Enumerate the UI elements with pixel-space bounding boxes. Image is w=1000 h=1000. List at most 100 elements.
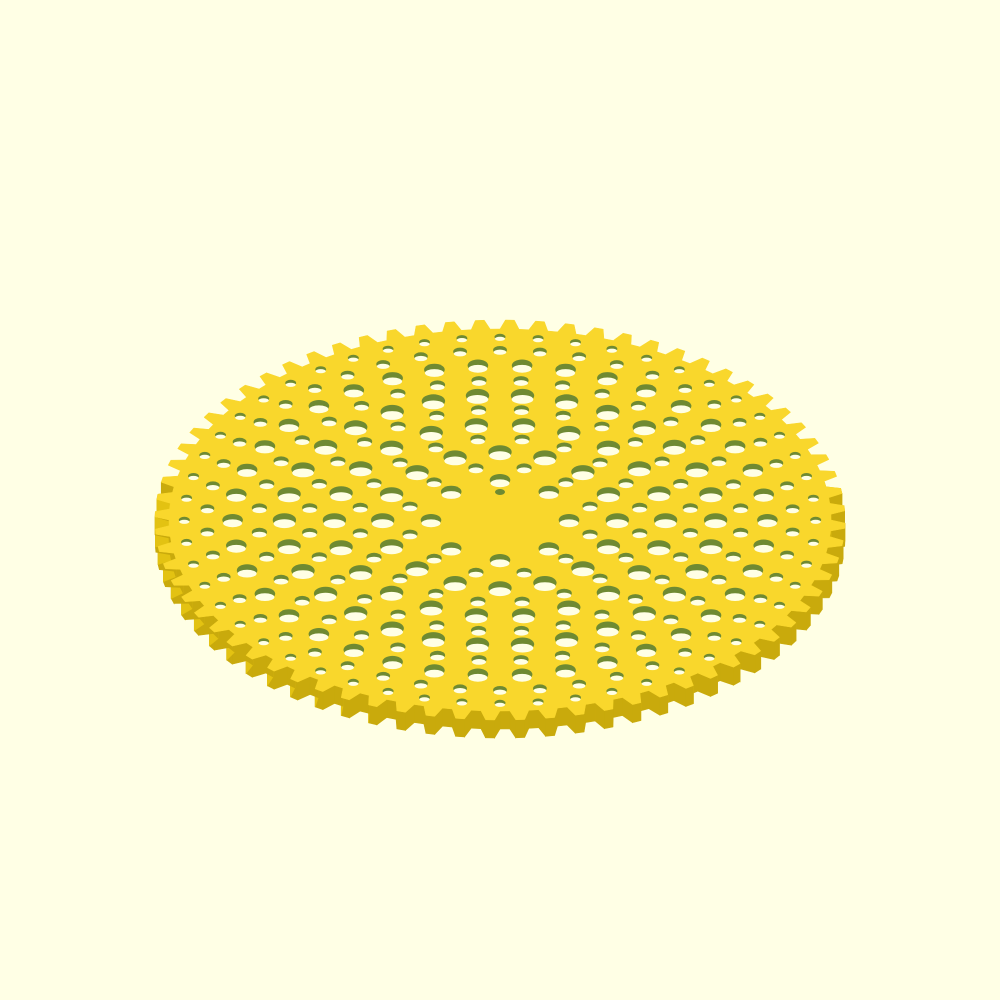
gear-hole-through xyxy=(237,569,257,578)
gear-hole-through xyxy=(279,403,293,409)
gear-side-segment xyxy=(557,706,568,727)
gear-hole-through xyxy=(420,432,443,441)
gear-hole-through xyxy=(619,556,633,563)
gear-hole-through xyxy=(322,618,337,625)
gear-hole-through xyxy=(594,613,609,620)
gear-hole-through xyxy=(472,380,486,386)
gear-hole-through xyxy=(780,554,794,560)
gear-hole-through xyxy=(233,441,246,447)
gear-side-segment xyxy=(470,709,482,729)
gear-hole-through xyxy=(330,578,345,585)
gear-hole-through xyxy=(422,400,445,410)
gear-hole-through xyxy=(610,363,624,369)
gear-hole-through xyxy=(557,592,572,599)
gear-hole-through xyxy=(403,505,417,512)
gear-hole-through xyxy=(414,355,428,362)
gear-hole-through xyxy=(711,578,726,585)
gear-hole-through xyxy=(557,446,572,453)
gear-hole-through xyxy=(344,649,364,657)
gear-hole-through xyxy=(406,567,428,577)
gear-hole-through xyxy=(790,454,801,459)
gear-hole-through xyxy=(673,482,688,489)
gear-hole-through xyxy=(555,384,570,391)
gear-hole-through xyxy=(558,481,573,488)
gear-hole-through xyxy=(421,519,441,528)
gear-hole-through xyxy=(383,348,394,353)
gear-hole-through xyxy=(259,483,274,490)
gear-hole-through xyxy=(217,462,230,468)
gear-hole-through xyxy=(201,531,214,537)
gear-hole-through xyxy=(628,598,643,604)
gear-hole-through xyxy=(441,491,461,499)
gear-hole-through xyxy=(444,582,466,591)
gear-hole-through xyxy=(597,627,619,637)
gear-hole-through xyxy=(663,445,686,455)
gear-hole-through xyxy=(754,441,767,447)
gear-hole-through xyxy=(733,507,748,514)
gear-hole-through xyxy=(292,570,314,579)
gear-hole-through xyxy=(690,439,705,445)
gear-hole-through xyxy=(595,646,610,653)
gear-hole-through xyxy=(533,338,544,343)
gear-hole-through xyxy=(774,434,785,439)
gear-hole-through xyxy=(383,377,403,386)
gear-side-segment xyxy=(414,704,425,725)
gear-hole-through xyxy=(663,618,678,625)
gear-hole-through xyxy=(700,493,722,503)
gear-hole-through xyxy=(456,701,467,706)
gear-hole-through xyxy=(514,409,529,415)
gear-hole-through xyxy=(353,532,368,539)
gear-hole-through xyxy=(471,629,486,636)
gear-hole-through xyxy=(754,623,765,628)
gear-hole-through xyxy=(572,683,586,689)
gear-hole-through xyxy=(790,584,801,589)
gear-hole-through xyxy=(470,438,485,445)
gear-hole-through xyxy=(570,697,581,702)
gear-hole-through xyxy=(391,425,406,432)
gear-hole-through xyxy=(315,670,326,675)
gear-hole-through xyxy=(678,651,692,657)
gear-hole-through xyxy=(380,591,403,601)
gear-hole-through xyxy=(259,555,274,562)
gear-hole-through xyxy=(597,411,619,420)
gear-hole-through xyxy=(683,507,698,513)
gear-hole-through xyxy=(631,634,646,640)
gear-hole-through xyxy=(770,462,783,468)
gear-hole-through xyxy=(704,519,727,529)
gear-hole-through xyxy=(511,395,534,404)
gear-side-segment xyxy=(442,707,453,728)
gear-side-segment xyxy=(585,702,596,723)
gear-hole-through xyxy=(517,467,532,474)
gear-hole-through xyxy=(381,411,404,420)
gear-hole-through xyxy=(597,591,620,601)
gear-hole-through xyxy=(594,425,609,432)
gear-hole-through xyxy=(349,467,372,477)
gear-hole-through xyxy=(533,351,547,357)
gear-hole-through xyxy=(514,659,528,665)
gear-hole-through xyxy=(733,531,748,538)
gear-hole-through xyxy=(754,493,774,502)
gear-hole-through xyxy=(754,597,767,604)
gear-hole-through xyxy=(419,342,430,347)
gear-hole-through xyxy=(678,387,692,393)
gear-hole-through xyxy=(279,635,293,641)
center-bore-icon xyxy=(495,489,505,495)
gear-hole-through xyxy=(344,612,367,621)
gear-hole-through xyxy=(801,475,812,481)
gear-hole-through xyxy=(330,492,352,502)
gear-hole-through xyxy=(593,577,607,584)
gear-hole-through xyxy=(383,690,394,696)
gear-hole-through xyxy=(700,545,722,555)
gear-hole-through xyxy=(726,555,741,562)
gear-hole-through xyxy=(597,493,620,503)
gear-side-segment xyxy=(455,718,465,738)
gear-hole-through xyxy=(252,507,267,514)
gear-hole-through xyxy=(515,600,530,607)
gear-hole-through xyxy=(731,398,742,403)
gear-hole-through xyxy=(254,421,267,427)
gear-hole-through xyxy=(376,675,390,681)
gear-hole-through xyxy=(595,392,610,399)
gear-hole-through xyxy=(671,405,691,414)
